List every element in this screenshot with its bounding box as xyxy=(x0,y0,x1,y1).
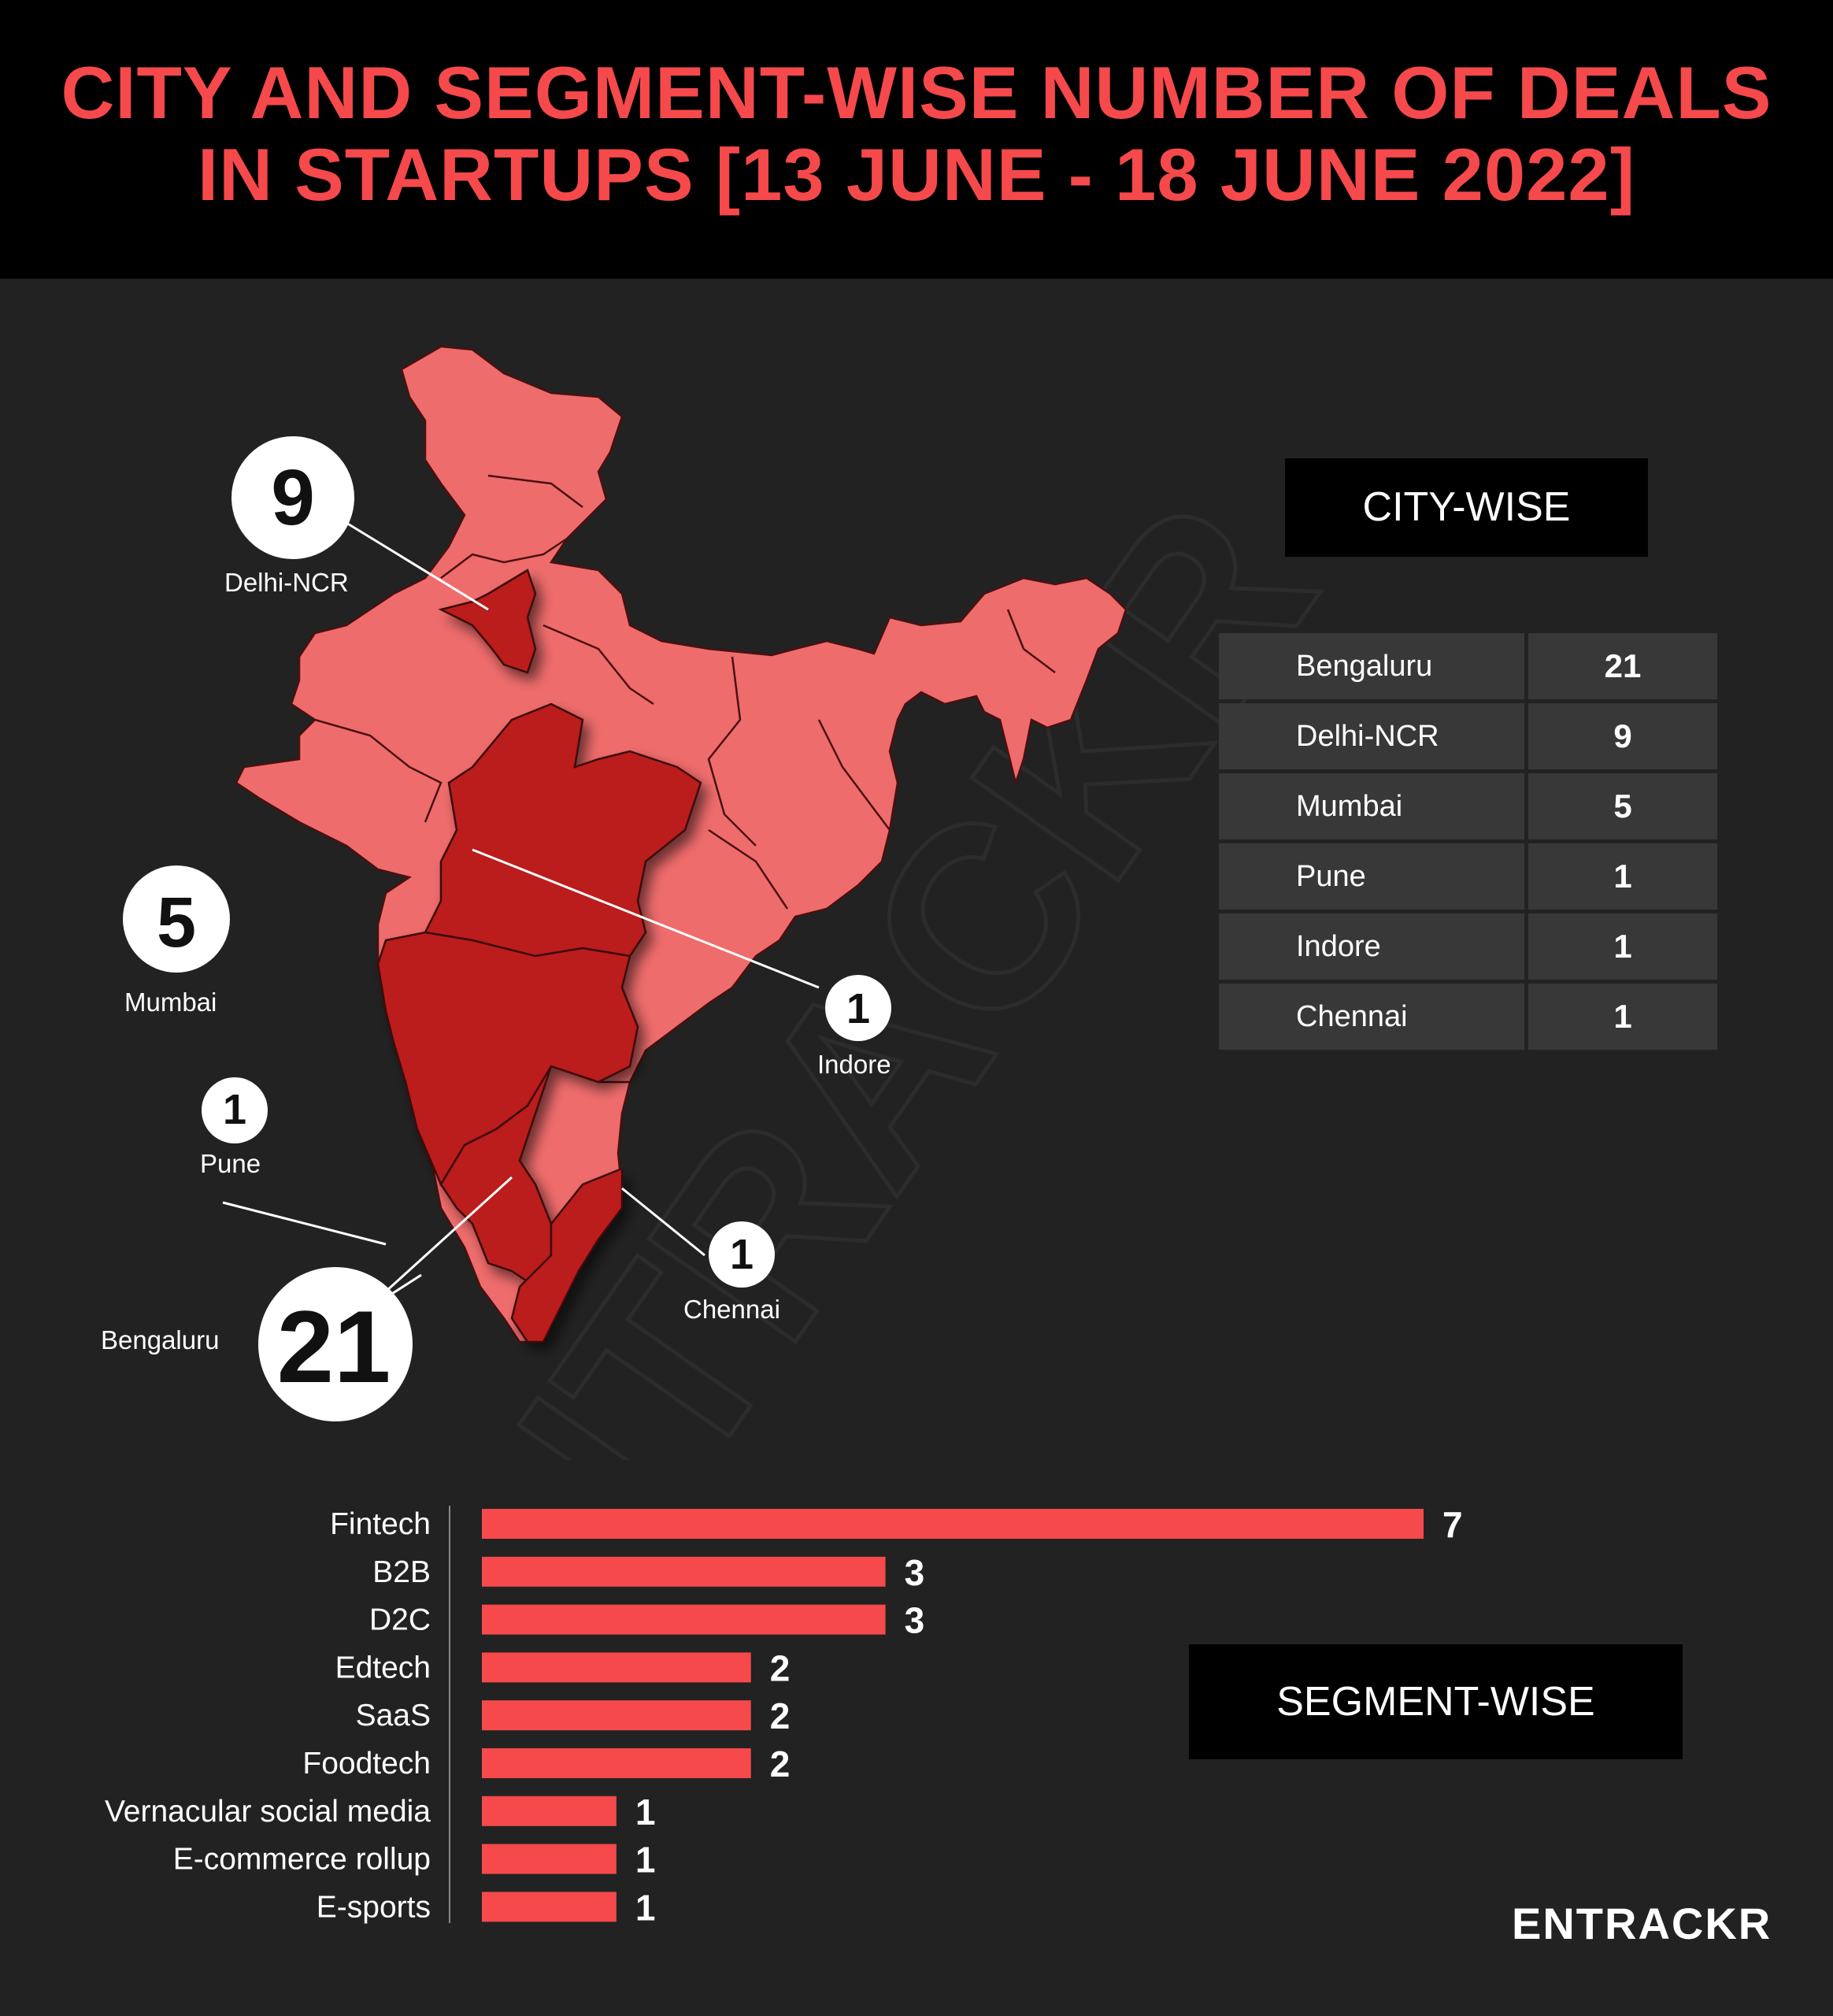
city-row: Bengaluru 21 xyxy=(1219,633,1720,699)
segment-label: E-sports xyxy=(317,1890,431,1924)
segment-label: D2C xyxy=(369,1603,431,1637)
city-table: Bengaluru 21 Delhi-NCR 9 Mumbai 5 Pune 1 Indore 1… xyxy=(1219,633,1720,1054)
segment-bar xyxy=(482,1892,617,1922)
city-row: Pune 1 xyxy=(1219,843,1720,910)
city-value: 21 xyxy=(1528,633,1717,699)
segment-value: 1 xyxy=(635,1792,656,1833)
bubble-chennai xyxy=(709,1221,775,1288)
segment-value: 3 xyxy=(905,1600,925,1641)
segment-label: Fintech xyxy=(330,1507,431,1541)
segment-label: B2B xyxy=(372,1555,431,1589)
segment-bar xyxy=(482,1748,751,1778)
segment-wise-tag: SEGMENT-WISE xyxy=(1189,1644,1683,1759)
bubble-pune-value: 1 xyxy=(223,1086,246,1133)
callout-bubbles: 9 Delhi-NCR 5 Mumbai 1 Pune 1 Indore 1 C… xyxy=(101,436,891,1421)
label-mumbai: Mumbai xyxy=(124,988,217,1017)
title-line-2: IN STARTUPS [13 JUNE - 18 JUNE 2022] xyxy=(197,133,1636,216)
city-name: Pune xyxy=(1219,843,1524,910)
segment-label: Edtech xyxy=(335,1651,431,1684)
city-row: Indore 1 xyxy=(1219,914,1720,980)
city-wise-tag: CITY-WISE xyxy=(1285,458,1648,557)
bubble-indore-value: 1 xyxy=(846,985,870,1032)
segment-bar xyxy=(482,1556,886,1587)
segment-label: Foodtech xyxy=(302,1747,431,1781)
page-title: CITY AND SEGMENT-WISE NUMBER OF DEALS IN… xyxy=(0,52,1833,216)
city-name: Mumbai xyxy=(1219,773,1524,839)
city-value: 1 xyxy=(1528,984,1717,1050)
bubble-pune xyxy=(202,1077,268,1143)
city-value: 1 xyxy=(1528,843,1717,910)
segment-label: SaaS xyxy=(356,1699,431,1732)
city-name: Delhi-NCR xyxy=(1219,703,1524,769)
segment-bar xyxy=(482,1700,751,1731)
city-row: Chennai 1 xyxy=(1219,984,1720,1050)
bubble-mumbai-value: 5 xyxy=(157,884,196,962)
bubble-delhi-value: 9 xyxy=(271,454,315,542)
india-map: ENTRACKR 9 Delhi-NCR 5 xyxy=(101,345,1371,1460)
segment-bar xyxy=(482,1652,751,1683)
bubble-bengaluru xyxy=(258,1267,413,1421)
bubble-delhi xyxy=(231,436,354,559)
state-haryana-delhi xyxy=(438,569,537,674)
segment-bar xyxy=(482,1844,617,1874)
title-line-1: CITY AND SEGMENT-WISE NUMBER OF DEALS xyxy=(61,51,1772,134)
label-pune: Pune xyxy=(200,1149,261,1178)
label-indore: Indore xyxy=(817,1050,891,1079)
segment-value: 2 xyxy=(770,1647,791,1688)
city-name: Bengaluru xyxy=(1219,633,1524,699)
segment-value: 7 xyxy=(1442,1504,1463,1545)
city-name: Indore xyxy=(1219,914,1524,980)
label-chennai: Chennai xyxy=(683,1295,780,1324)
city-value: 5 xyxy=(1528,773,1717,839)
segment-label: E-commerce rollup xyxy=(173,1843,431,1877)
map-highlights xyxy=(376,569,702,1343)
city-value: 1 xyxy=(1528,914,1717,980)
city-value: 9 xyxy=(1528,703,1717,769)
city-row: Mumbai 5 xyxy=(1219,773,1720,839)
city-name: Chennai xyxy=(1219,984,1524,1050)
state-tamil-nadu xyxy=(510,1167,624,1343)
entrackr-logo: ENTRACKR xyxy=(1512,1899,1772,1948)
segment-label: Vernacular social media xyxy=(105,1795,431,1829)
bubble-indore xyxy=(825,975,891,1041)
state-karnataka xyxy=(439,1065,553,1288)
segment-value: 2 xyxy=(770,1695,791,1736)
segment-value: 1 xyxy=(635,1840,656,1881)
bubble-bengaluru-value: 21 xyxy=(277,1289,391,1404)
segment-bar xyxy=(482,1796,617,1826)
bubble-chennai-value: 1 xyxy=(730,1231,754,1278)
segment-value: 2 xyxy=(770,1744,791,1784)
bar-group: Fintech 7 B2B 3 D2C 3 Edtech 2 SaaS 2 Foodtech 2 Ver… xyxy=(105,1504,1463,1928)
segment-value: 1 xyxy=(635,1887,656,1928)
state-madhya-pradesh xyxy=(424,702,702,958)
label-delhi: Delhi-NCR xyxy=(224,568,349,597)
segment-bar xyxy=(482,1604,886,1635)
segment-bar xyxy=(482,1509,1424,1539)
city-row: Delhi-NCR 9 xyxy=(1219,703,1720,769)
bubble-mumbai xyxy=(123,865,230,973)
header-band xyxy=(0,0,1833,279)
segment-value: 3 xyxy=(905,1552,925,1593)
label-bengaluru: Bengaluru xyxy=(101,1325,219,1354)
